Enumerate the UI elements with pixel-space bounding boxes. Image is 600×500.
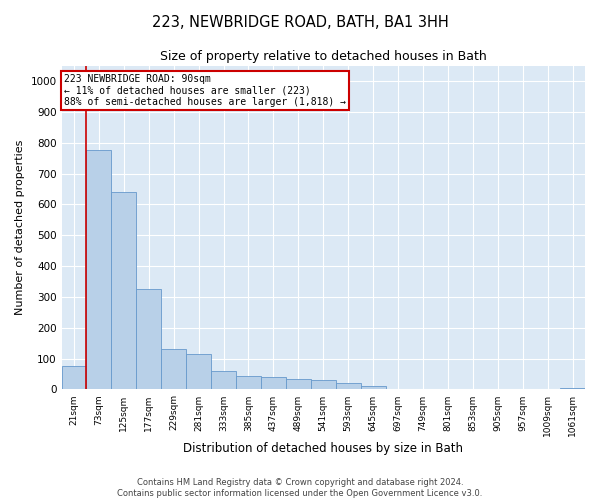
Text: 223 NEWBRIDGE ROAD: 90sqm
← 11% of detached houses are smaller (223)
88% of semi: 223 NEWBRIDGE ROAD: 90sqm ← 11% of detac… [64,74,346,107]
Bar [560,388,585,390]
X-axis label: Distribution of detached houses by size in Bath: Distribution of detached houses by size … [183,442,463,455]
Bar [286,378,311,390]
Bar [336,382,361,390]
Bar [112,192,136,390]
Text: 223, NEWBRIDGE ROAD, BATH, BA1 3HH: 223, NEWBRIDGE ROAD, BATH, BA1 3HH [152,15,448,30]
Bar [186,354,211,390]
Bar [361,386,386,390]
Bar [236,376,261,390]
Title: Size of property relative to detached houses in Bath: Size of property relative to detached ho… [160,50,487,63]
Text: Contains HM Land Registry data © Crown copyright and database right 2024.
Contai: Contains HM Land Registry data © Crown c… [118,478,482,498]
Bar [161,350,186,390]
Bar [136,289,161,390]
Bar [261,377,286,390]
Bar [86,150,112,390]
Bar [311,380,336,390]
Y-axis label: Number of detached properties: Number of detached properties [15,140,25,315]
Bar [211,371,236,390]
Bar [62,366,86,390]
